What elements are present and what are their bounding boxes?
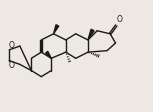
Polygon shape bbox=[88, 29, 94, 40]
Text: O: O bbox=[117, 15, 123, 24]
Polygon shape bbox=[46, 51, 51, 58]
Text: O: O bbox=[9, 61, 15, 70]
Text: O: O bbox=[9, 41, 15, 50]
Polygon shape bbox=[54, 25, 59, 34]
